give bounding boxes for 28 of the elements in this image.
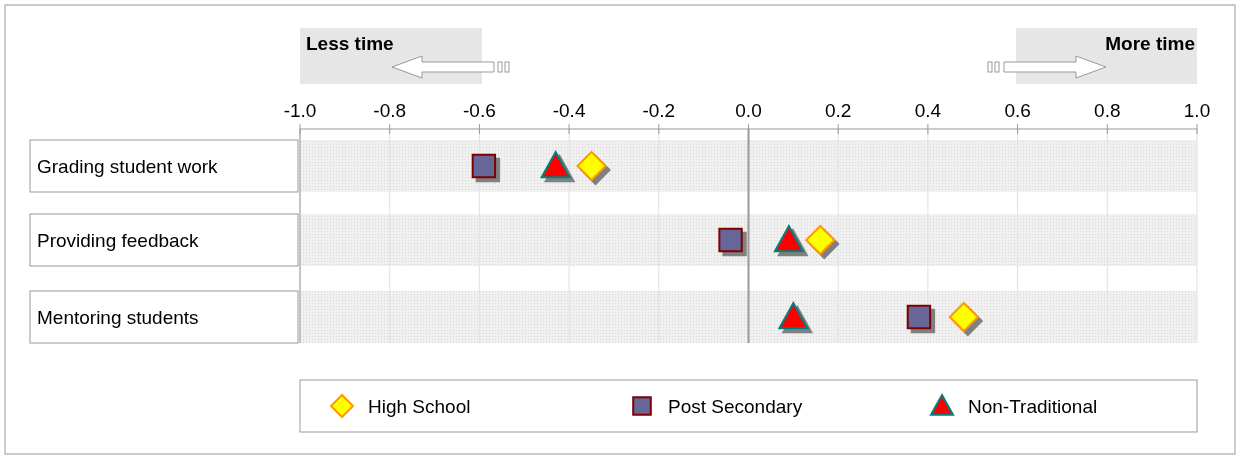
- x-tick-label: -0.8: [373, 100, 407, 121]
- x-tick-label: 0.0: [735, 100, 762, 121]
- x-tick-label: 0.4: [914, 100, 942, 121]
- point: [948, 302, 979, 332]
- text: More time: [1105, 33, 1195, 54]
- x-tick-label: -1.0: [283, 100, 317, 121]
- point: [906, 304, 932, 330]
- y-tick-label: Grading student work: [37, 156, 219, 177]
- point: [576, 151, 607, 181]
- point: [540, 151, 571, 179]
- legend-label: High School: [368, 396, 471, 417]
- point: [773, 225, 804, 253]
- text: Less time: [306, 33, 394, 54]
- legend-label: Post Secondary: [668, 396, 803, 417]
- x-tick-label: -0.4: [552, 100, 586, 121]
- point: [471, 153, 497, 179]
- y-tick-label: Mentoring students: [37, 307, 199, 328]
- x-tick-label: 0.6: [1004, 100, 1031, 121]
- x-tick-label: 0.8: [1094, 100, 1121, 121]
- x-tick-label: 0.2: [824, 100, 852, 121]
- x-tick-label: -0.6: [463, 100, 496, 121]
- point: [805, 225, 836, 255]
- point: [778, 302, 809, 330]
- point: [718, 227, 743, 253]
- y-tick-label: Providing feedback: [37, 230, 200, 251]
- legend-label: Non-Traditional: [968, 396, 1098, 417]
- x-tick-label: -0.2: [642, 100, 676, 121]
- x-tick-label: 1.0: [1183, 100, 1211, 121]
